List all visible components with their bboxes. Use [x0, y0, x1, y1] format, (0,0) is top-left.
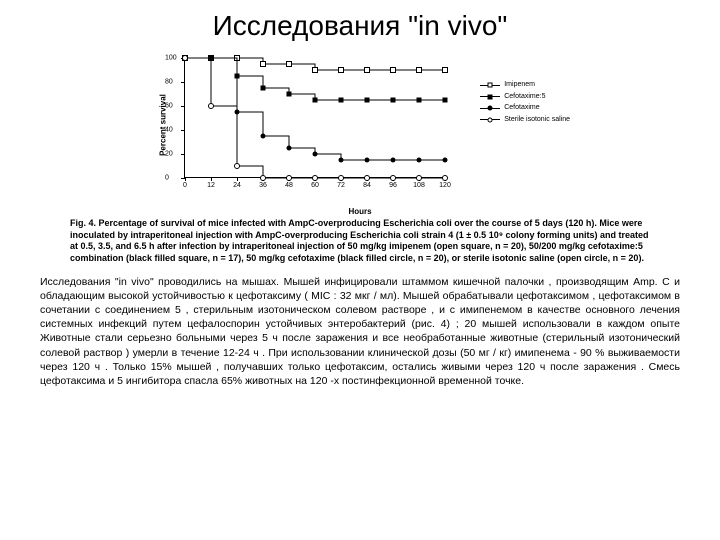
legend-label: Cefotaxime	[504, 103, 539, 114]
figure-caption: Fig. 4. Percentage of survival of mice i…	[70, 218, 650, 265]
x-tick-label: 60	[311, 182, 319, 189]
plot-area: 02040608010001224364860728496108120	[184, 58, 444, 178]
x-tick-label: 48	[285, 182, 293, 189]
y-tick-label: 0	[165, 175, 169, 182]
y-tick-label: 60	[165, 103, 173, 110]
body-paragraph: Исследования "in vivo" проводились на мы…	[40, 275, 680, 388]
y-tick-label: 40	[165, 127, 173, 134]
legend-item: Cefotaxime:5	[480, 92, 570, 103]
chart-container: Percent survival 02040608010001224364860…	[30, 50, 690, 200]
x-tick-label: 0	[183, 182, 187, 189]
x-tick-label: 96	[389, 182, 397, 189]
x-tick-label: 84	[363, 182, 371, 189]
legend-item: Cefotaxime	[480, 103, 570, 114]
caption-body: Percentage of survival of mice infected …	[70, 218, 648, 263]
y-tick-label: 20	[165, 151, 173, 158]
survival-chart: Percent survival 02040608010001224364860…	[150, 50, 570, 200]
legend-label: Sterile isotonic saline	[504, 115, 570, 126]
x-tick-label: 120	[439, 182, 451, 189]
x-tick-label: 36	[259, 182, 267, 189]
x-tick-label: 108	[413, 182, 425, 189]
x-tick-label: 12	[207, 182, 215, 189]
caption-prefix: Fig. 4.	[70, 218, 96, 228]
legend-item: Sterile isotonic saline	[480, 115, 570, 126]
y-tick-label: 100	[165, 55, 177, 62]
x-axis-label: Hours	[348, 207, 371, 216]
x-tick-label: 24	[233, 182, 241, 189]
legend-label: Imipenem	[504, 80, 535, 91]
page-title: Исследования "in vivo"	[30, 10, 690, 42]
y-tick-label: 80	[165, 79, 173, 86]
legend-item: Imipenem	[480, 80, 570, 91]
x-tick-label: 72	[337, 182, 345, 189]
legend-label: Cefotaxime:5	[504, 92, 545, 103]
chart-legend: ImipenemCefotaxime:5CefotaximeSterile is…	[480, 80, 570, 126]
